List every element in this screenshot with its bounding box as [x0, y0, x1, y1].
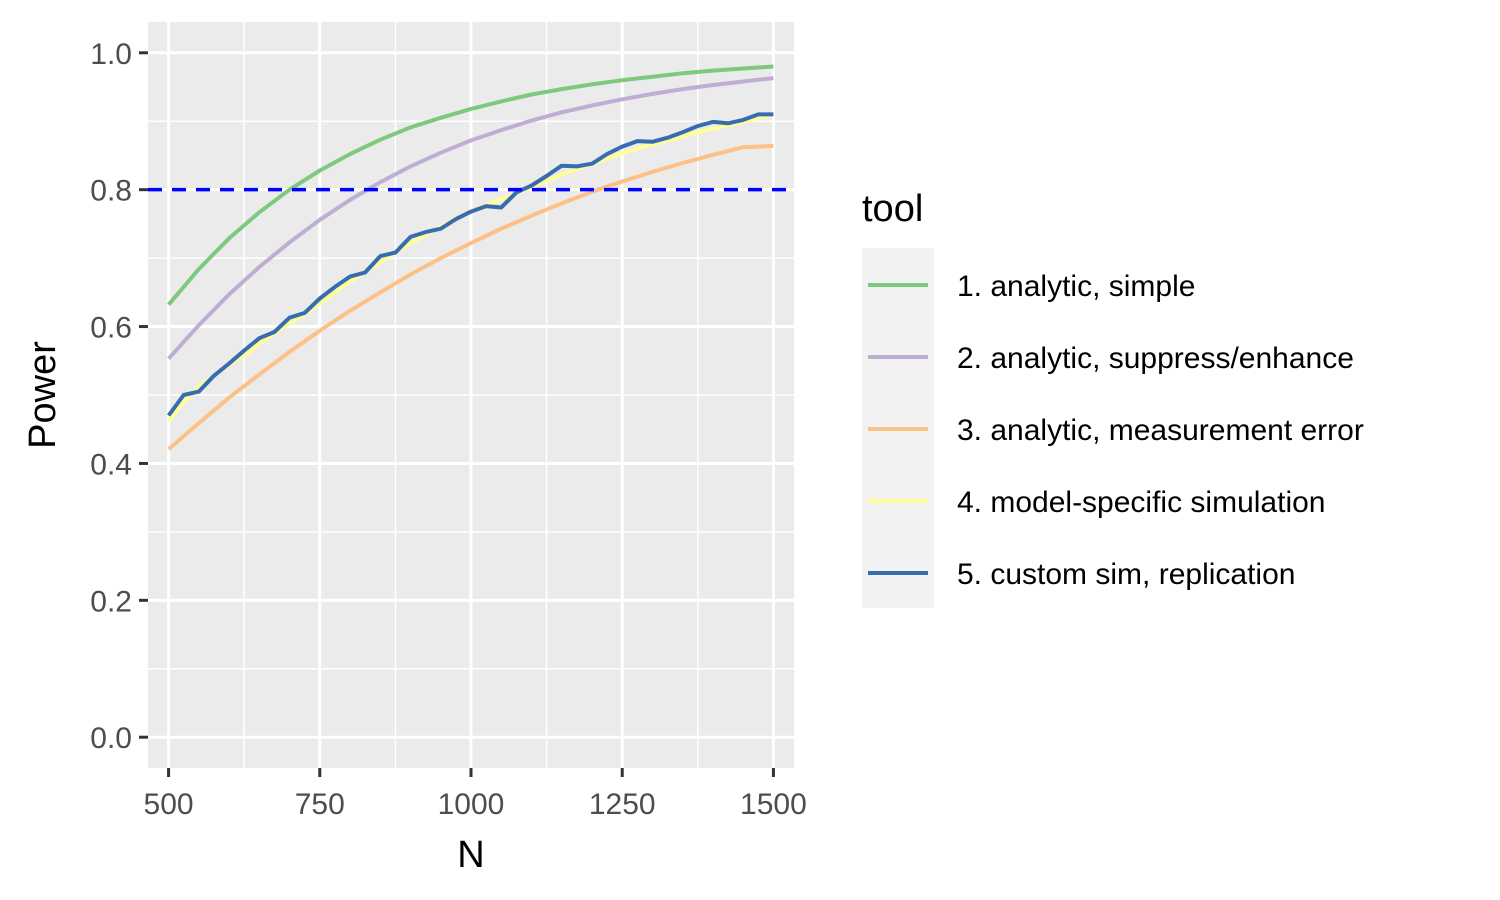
legend-items: 1. analytic, simple 2. analytic, suppress… — [868, 270, 1364, 591]
x-tick-label: 1250 — [589, 788, 656, 821]
y-tick-label: 0.0 — [90, 722, 132, 755]
series-line-2 — [167, 76, 774, 361]
x-tick-label: 750 — [295, 788, 345, 821]
series-lines — [166, 64, 774, 451]
legend-label-3: 3. analytic, measurement error — [957, 414, 1364, 447]
series-line-5 — [166, 112, 774, 417]
x-axis-title: N — [457, 834, 484, 876]
series-line-3 — [167, 143, 774, 451]
legend-label-5: 5. custom sim, replication — [957, 558, 1295, 591]
y-axis-title: Power — [22, 341, 64, 449]
y-tick-label: 0.4 — [90, 448, 132, 481]
x-tick-label: 1500 — [740, 788, 807, 821]
x-tick-label: 1000 — [438, 788, 505, 821]
y-tick-label: 0.2 — [90, 585, 132, 618]
legend-title: tool — [862, 188, 923, 230]
legend-label-4: 4. model-specific simulation — [957, 486, 1325, 519]
y-axis: 0.0 0.2 0.4 0.6 0.8 1.0 — [90, 38, 148, 755]
series-line-1 — [167, 64, 774, 306]
y-tick-label: 0.8 — [90, 175, 132, 208]
y-tick-label: 1.0 — [90, 38, 132, 71]
legend-label-1: 1. analytic, simple — [957, 270, 1195, 303]
x-axis: 500 750 1000 1250 1500 — [144, 768, 807, 821]
y-tick-label: 0.6 — [90, 312, 132, 345]
legend: tool 1. analytic, simple 2. analytic, sup… — [862, 188, 1364, 608]
x-tick-label: 500 — [144, 788, 194, 821]
legend-label-2: 2. analytic, suppress/enhance — [957, 342, 1354, 375]
